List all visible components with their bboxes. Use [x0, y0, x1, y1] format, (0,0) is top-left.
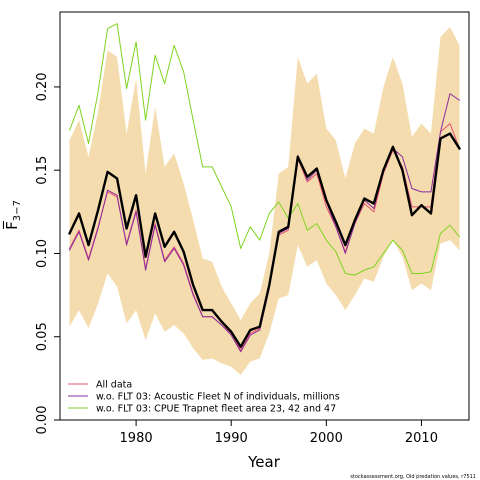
series-line-w-o-flt-03-cpue-trapnet-fleet-area-23-42 — [69, 23, 460, 276]
x-tick-label: 2010 — [405, 431, 438, 446]
y-axis: 0.00 0.05 0.10 0.15 0.20 — [35, 72, 60, 434]
y-tick-label: 0.00 — [35, 406, 50, 435]
legend-entry: All data — [68, 380, 132, 391]
x-axis-label: Year — [247, 453, 281, 471]
y-tick-label: 0.15 — [35, 156, 50, 185]
legend-label: w.o. FLT 03: CPUE Trapnet fleet area 23,… — [96, 404, 336, 415]
y-tick-label: 0.05 — [35, 322, 50, 351]
legend-entry: w.o. FLT 03: Acoustic Fleet N of individ… — [68, 392, 340, 403]
x-tick-label: 1990 — [215, 431, 248, 446]
legend-entry: w.o. FLT 03: CPUE Trapnet fleet area 23,… — [68, 404, 336, 415]
legend-label: w.o. FLT 03: Acoustic Fleet N of individ… — [96, 392, 340, 403]
y-axis-label-group: F̅3−7 — [2, 200, 23, 230]
series-layer — [68, 23, 461, 353]
series-line-estimate — [68, 132, 461, 348]
confidence-band-layer — [69, 26, 460, 376]
svg-text:F̅3−7: F̅3−7 — [2, 200, 23, 230]
y-tick-label: 0.10 — [35, 239, 50, 268]
x-axis: 1980 1990 2000 2010 — [120, 420, 438, 446]
x-tick-label: 1980 — [120, 431, 153, 446]
plot-frame — [59, 11, 470, 421]
confidence-band — [69, 26, 460, 376]
y-axis-label-subscript: 3−7 — [12, 200, 23, 221]
y-axis-label: F̅ — [2, 220, 21, 230]
y-tick-label: 0.20 — [35, 72, 50, 101]
x-tick-label: 2000 — [310, 431, 343, 446]
legend-label: All data — [96, 380, 132, 391]
footnote: stockassessment.org, Old predation value… — [350, 474, 476, 480]
